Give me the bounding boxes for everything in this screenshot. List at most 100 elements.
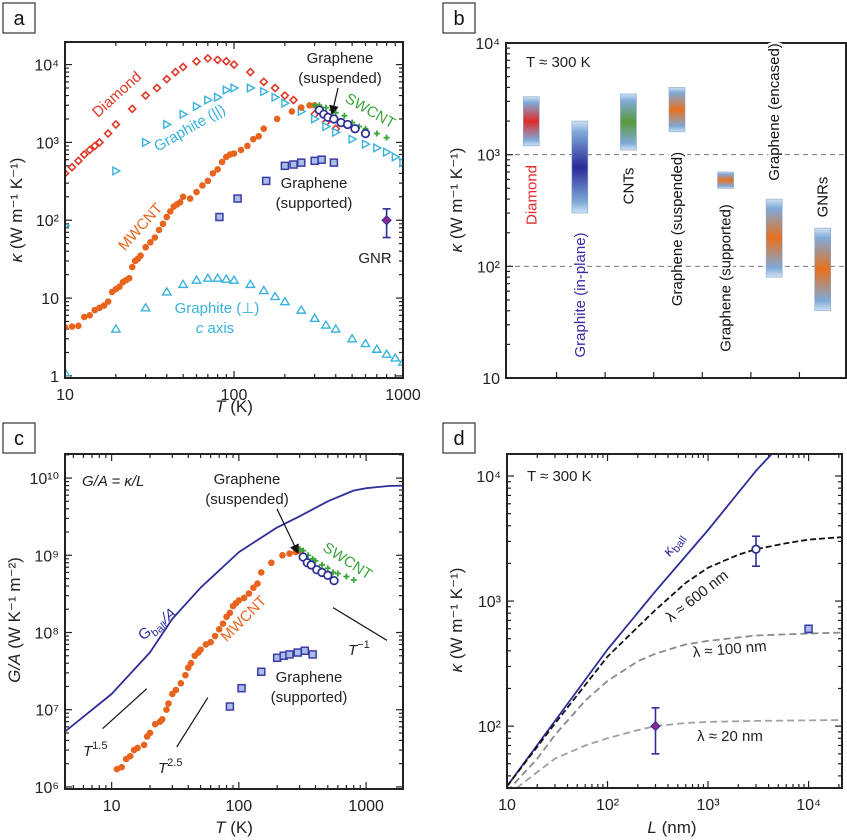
graphite-c-axis-point [371,343,383,353]
label-diamond: Diamond [89,68,145,121]
chart-c: 10 100 1000 10⁶ 10⁷ 10⁸ 10⁹ 10¹⁰ [29,453,404,815]
swcnt-point [334,570,341,577]
diamond-point [280,90,290,101]
y-tick-label: 10⁶ [35,780,59,797]
plot-frame [506,453,843,789]
label-graphene-suspended-line2: (suspended) [205,491,288,508]
mwcnt-point [142,243,149,251]
panel-letter: c [14,428,24,450]
diamond-point [162,74,172,84]
graphene-suspended-point [329,575,339,586]
mwcnt-point [167,208,174,215]
x-tick-label: 1000 [348,798,384,815]
diamond-point [245,67,256,77]
graphite-point [332,127,342,138]
series-gball-a [65,484,403,733]
guide-line-t-2-5 [176,697,209,748]
graphene-supported-point [237,683,246,693]
y-tick-label: 10² [478,719,502,736]
plot-frame [505,42,847,379]
graphite-c-axis-point [220,273,232,283]
mwcnt-point [260,125,268,133]
mwcnt-point [249,135,257,143]
mwcnt-point [257,569,265,576]
graphene-suspended-point [323,570,333,580]
bar-gnrs [814,227,832,312]
mwcnt-point [165,700,172,707]
y-axis-label-b: κ (W m⁻¹ K⁻¹) [447,148,466,253]
swcnt-point [343,573,350,580]
mwcnt-point [163,213,171,221]
panel-label-c: c [2,422,36,454]
bar-graphene-supported [717,171,734,189]
graphene-suspended-point [350,124,360,134]
label-graphene-suspended-line1: Graphene [307,50,374,67]
mwcnt-point [126,752,134,760]
graphite-c-axis-point [110,323,122,333]
graphene-suspended-point [360,128,371,139]
swcnt-point [383,134,390,141]
swcnt-point [324,565,331,572]
mwcnt-point [187,659,195,667]
x-tick-label: 100 [221,387,248,404]
graphene-supported-point [257,667,266,677]
series-mwcnt [65,101,323,331]
diamond-point [67,162,77,172]
graphite-c-axis-point [244,279,256,289]
mwcnt-point [288,108,296,115]
chart-b: 10 10² 10³ 10⁴ [475,36,847,388]
y-tick-label: 10² [477,259,501,276]
mwcnt-point [237,146,245,154]
graphite-point [246,83,256,93]
diamond-point [221,56,231,66]
label-t-minus-1: T−1 [348,639,370,659]
y-tick-label: 10⁴ [475,36,500,53]
series-line-100-nm [508,631,842,788]
diamond-point [79,149,89,160]
graphene-supported-point [215,212,224,222]
mwcnt-point [214,166,221,173]
label-lambda-20: λ ≈ 20 nm [697,728,763,745]
y-tick-label: 10⁸ [34,625,59,642]
mwcnt-point [197,646,204,653]
series-graphene-suspended [751,535,761,568]
diamond-point [288,95,299,105]
graphite-point [361,139,371,150]
label-graphene-supported-line2: (supported) [271,689,348,706]
series-graphene-supported [804,624,813,634]
mwcnt-point [176,199,184,206]
graphene-supported-point [297,158,306,167]
graphite-c-axis-point [279,296,291,306]
bar-label-graphene-supported: Graphene (supported) [718,204,735,352]
series-gnr [650,707,661,755]
panel-label-a: a [2,2,36,34]
panel-label-d: d [442,422,476,454]
label-t-1.5: T1.5 [83,740,107,760]
graphite-point [281,98,291,109]
series-line-ball [507,454,773,787]
x-tick-label: 10 [498,797,516,814]
y-tick-label: 10³ [36,135,60,152]
x-axis-label-a: T (K) [215,397,253,416]
gnr-point [381,215,392,226]
bar-label-graphite-in-plane: Graphite (in-plane) [572,232,589,357]
mwcnt-point [116,283,123,291]
label-graphene-supported-line2: (supported) [276,195,353,212]
graphite-c-axis-point [228,274,240,284]
bar-label-graphene-suspended: Graphene (suspended) [669,152,686,306]
mwcnt-point [158,716,166,723]
graphene-supported-point [225,702,235,711]
y-tick-label: 10 [482,371,500,388]
graphite-c-axis-point [309,312,321,322]
gnr-point [650,720,661,732]
mwcnt-point [279,551,286,559]
mwcnt-point [159,220,167,228]
label-lambda-600: λ ≈ 600 nm [663,567,732,626]
graphite-point [222,85,232,96]
graphite-point [230,83,240,93]
graphene-supported-point [293,648,302,657]
series-graphene-supported [215,155,339,222]
mwcnt-point [273,115,281,123]
graphite-point [260,86,270,97]
y-tick-label: 10¹⁰ [29,471,59,488]
